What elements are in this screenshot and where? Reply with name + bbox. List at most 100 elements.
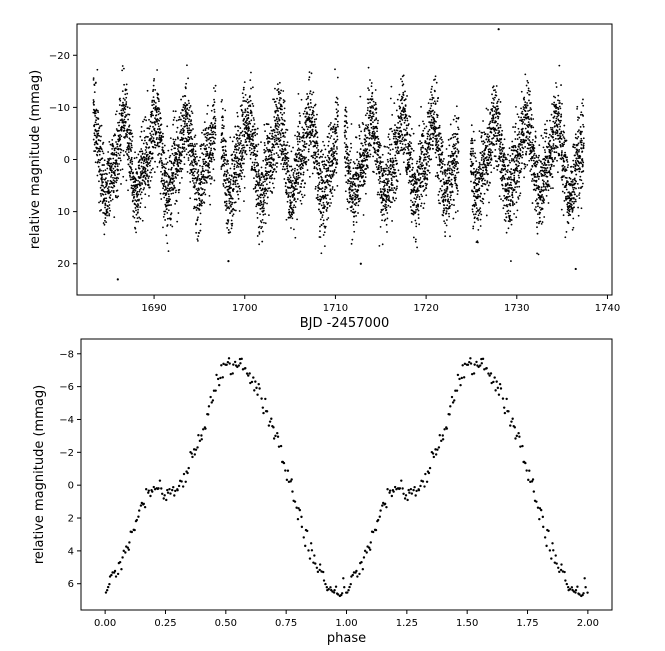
top-data-point [429, 112, 432, 115]
top-data-point [257, 189, 259, 192]
top-data-point [159, 157, 162, 160]
top-data-point [324, 176, 327, 178]
top-data-point [173, 162, 176, 164]
top-data-point [166, 224, 169, 226]
top-data-point [305, 125, 308, 128]
top-data-point [203, 170, 206, 173]
top-data-point [154, 146, 157, 149]
top-data-point [288, 165, 291, 168]
top-data-point [191, 160, 193, 163]
top-data-point [364, 148, 367, 150]
top-data-point [270, 156, 273, 159]
top-data-point [309, 102, 312, 104]
top-data-point [472, 227, 475, 230]
top-data-point [372, 155, 374, 158]
top-data-point [289, 202, 292, 205]
top-data-point [296, 164, 299, 167]
top-data-point [306, 112, 309, 115]
top-data-point [173, 116, 176, 119]
top-data-point [143, 174, 146, 177]
top-data-point [212, 140, 215, 143]
top-data-point [300, 193, 303, 196]
top-data-point [106, 214, 108, 217]
top-data-point [383, 171, 385, 173]
top-data-point [410, 221, 413, 223]
top-data-point [293, 228, 295, 231]
top-data-point [151, 101, 154, 103]
top-data-point [321, 163, 324, 166]
top-data-point [180, 112, 182, 114]
top-data-point [210, 149, 212, 152]
top-data-point [310, 141, 312, 144]
top-data-point [198, 188, 200, 191]
top-data-point [426, 137, 429, 140]
top-data-point [304, 182, 306, 185]
top-data-point [277, 146, 280, 148]
top-data-point [429, 147, 432, 150]
top-data-point [451, 169, 454, 172]
top-data-point [265, 159, 267, 162]
top-data-point [154, 121, 157, 123]
top-data-point [328, 180, 331, 183]
top-data-point [384, 145, 387, 148]
top-data-point [302, 179, 304, 182]
top-data-point [152, 96, 155, 99]
top-data-point [292, 209, 295, 212]
top-data-point [212, 87, 215, 89]
top-data-point [169, 213, 172, 216]
top-data-point [177, 165, 180, 168]
top-data-point [391, 130, 394, 133]
top-data-point [448, 202, 451, 205]
top-data-point [168, 204, 171, 206]
top-data-point [149, 125, 152, 128]
top-data-point [140, 165, 143, 168]
top-data-point [207, 126, 210, 129]
top-data-point [156, 128, 159, 131]
top-data-point [265, 170, 268, 173]
top-data-point [254, 161, 256, 164]
top-data-point [396, 180, 399, 183]
top-data-point [455, 155, 458, 158]
top-data-point [361, 121, 364, 124]
top-data-point [212, 152, 214, 155]
top-data-point [278, 119, 281, 121]
top-data-point [352, 180, 355, 183]
top-data-point [256, 180, 258, 183]
top-data-point [298, 156, 301, 159]
top-data-point [148, 186, 151, 189]
top-data-point [383, 185, 385, 188]
top-data-point [333, 138, 335, 141]
top-data-point [336, 111, 338, 114]
top-data-point [300, 186, 303, 189]
top-data-point [102, 193, 105, 196]
top-data-point [362, 170, 365, 172]
top-data-point [281, 145, 283, 147]
top-data-point [125, 88, 128, 91]
top-data-point [398, 133, 401, 135]
top-data-point [225, 154, 228, 157]
top-data-point [239, 105, 242, 108]
top-data-point [169, 224, 172, 226]
top-data-point [470, 160, 473, 163]
top-data-point [401, 96, 404, 99]
top-data-point [445, 210, 448, 212]
top-data-point [336, 162, 339, 165]
top-data-point [369, 114, 372, 117]
top-data-point [227, 219, 230, 222]
top-data-point [327, 136, 329, 139]
top-data-point [194, 163, 197, 165]
top-data-point [457, 126, 459, 129]
top-data-point [428, 141, 431, 144]
top-data-point [113, 177, 116, 180]
top-data-point [376, 193, 379, 196]
top-data-point [184, 120, 186, 123]
top-data-point [392, 196, 394, 199]
top-data-point [132, 171, 134, 174]
top-data-point [280, 122, 283, 125]
top-data-point [272, 170, 275, 173]
top-data-point [177, 148, 179, 150]
top-data-point [251, 102, 254, 105]
top-data-point [109, 194, 112, 197]
top-data-point [439, 170, 442, 173]
top-data-point [205, 153, 207, 155]
